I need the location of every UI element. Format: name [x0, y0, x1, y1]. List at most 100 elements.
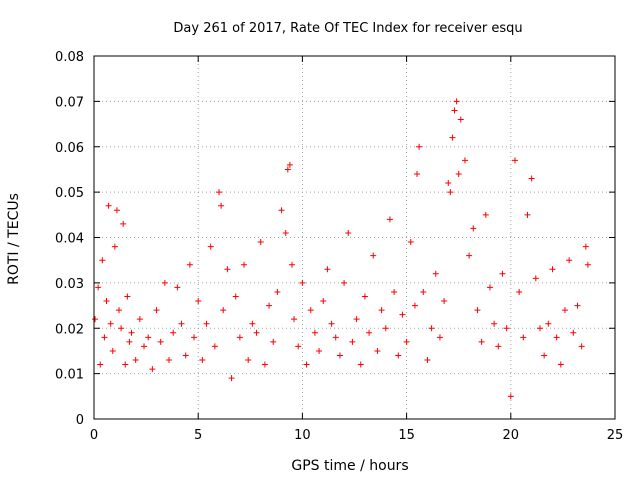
data-point — [257, 239, 264, 246]
data-point — [191, 334, 198, 341]
data-point — [224, 266, 231, 273]
data-point — [520, 334, 527, 341]
data-point — [466, 252, 473, 259]
data-point — [253, 329, 260, 336]
data-point — [228, 375, 235, 382]
data-point — [303, 361, 310, 368]
y-tick-label: 0 — [76, 413, 84, 428]
data-point — [457, 116, 464, 123]
y-axis-label: ROTI / TECUs — [6, 193, 22, 285]
data-point — [316, 347, 323, 354]
data-point — [332, 334, 339, 341]
data-point — [574, 302, 581, 309]
data-point — [291, 316, 298, 323]
data-point — [511, 157, 518, 164]
data-point — [232, 293, 239, 300]
data-point — [357, 361, 364, 368]
data-point — [374, 347, 381, 354]
data-point — [109, 347, 116, 354]
data-point — [124, 293, 131, 300]
data-point — [261, 361, 268, 368]
data-point — [441, 298, 448, 305]
data-point — [113, 207, 120, 214]
data-point — [453, 98, 460, 105]
data-point — [97, 361, 104, 368]
data-point — [286, 161, 293, 168]
y-tick-label: 0.04 — [55, 232, 84, 247]
data-point — [436, 334, 443, 341]
data-point — [349, 338, 356, 345]
grid — [94, 56, 615, 419]
data-point — [311, 329, 318, 336]
data-point — [536, 325, 543, 332]
data-point — [386, 216, 393, 223]
y-tick-label: 0.06 — [55, 141, 84, 156]
x-tick-label: 5 — [194, 428, 202, 443]
y-tick-label: 0.07 — [55, 95, 84, 110]
data-point — [107, 320, 114, 327]
data-point — [116, 307, 123, 314]
data-point — [382, 325, 389, 332]
data-point — [461, 157, 468, 164]
data-point — [211, 343, 218, 350]
data-point — [170, 329, 177, 336]
data-point — [503, 325, 510, 332]
data-point — [366, 329, 373, 336]
data-point — [105, 202, 112, 209]
data-point — [549, 266, 556, 273]
data-point — [416, 143, 423, 150]
data-point — [203, 320, 210, 327]
data-point — [541, 352, 548, 359]
data-point — [126, 338, 133, 345]
data-point — [101, 334, 108, 341]
data-point — [328, 320, 335, 327]
data-point — [545, 320, 552, 327]
data-point — [278, 207, 285, 214]
y-tick-label: 0.03 — [55, 277, 84, 292]
data-point — [120, 220, 127, 227]
data-point — [566, 257, 573, 264]
data-point — [395, 352, 402, 359]
data-point — [445, 180, 452, 187]
data-point — [166, 357, 173, 364]
data-point — [478, 338, 485, 345]
data-point — [249, 320, 256, 327]
data-point — [324, 266, 331, 273]
x-axis-label: GPS time / hours — [291, 458, 408, 474]
data-point — [161, 279, 168, 286]
data-point — [341, 279, 348, 286]
data-point — [99, 257, 106, 264]
x-tick-label: 25 — [607, 428, 624, 443]
data-point — [391, 288, 398, 295]
data-point — [282, 229, 289, 236]
data-point — [582, 243, 589, 250]
data-point — [153, 307, 160, 314]
data-point — [174, 284, 181, 291]
data-point — [320, 298, 327, 305]
data-point — [145, 334, 152, 341]
x-tick-label: 0 — [90, 428, 98, 443]
data-point — [92, 316, 99, 323]
data-point — [220, 307, 227, 314]
data-point — [414, 170, 421, 177]
data-point — [507, 393, 514, 400]
data-points — [92, 98, 591, 400]
data-point — [495, 343, 502, 350]
data-point — [132, 357, 139, 364]
data-point — [451, 107, 458, 114]
data-point — [447, 189, 454, 196]
data-point — [432, 270, 439, 277]
data-point — [524, 211, 531, 218]
data-point — [270, 338, 277, 345]
data-point — [199, 357, 206, 364]
x-tick-label: 20 — [503, 428, 520, 443]
data-point — [474, 307, 481, 314]
data-point — [195, 298, 202, 305]
data-point — [361, 293, 368, 300]
data-point — [353, 316, 360, 323]
data-point — [578, 343, 585, 350]
data-point — [399, 311, 406, 318]
data-point — [455, 170, 462, 177]
data-point — [218, 202, 225, 209]
